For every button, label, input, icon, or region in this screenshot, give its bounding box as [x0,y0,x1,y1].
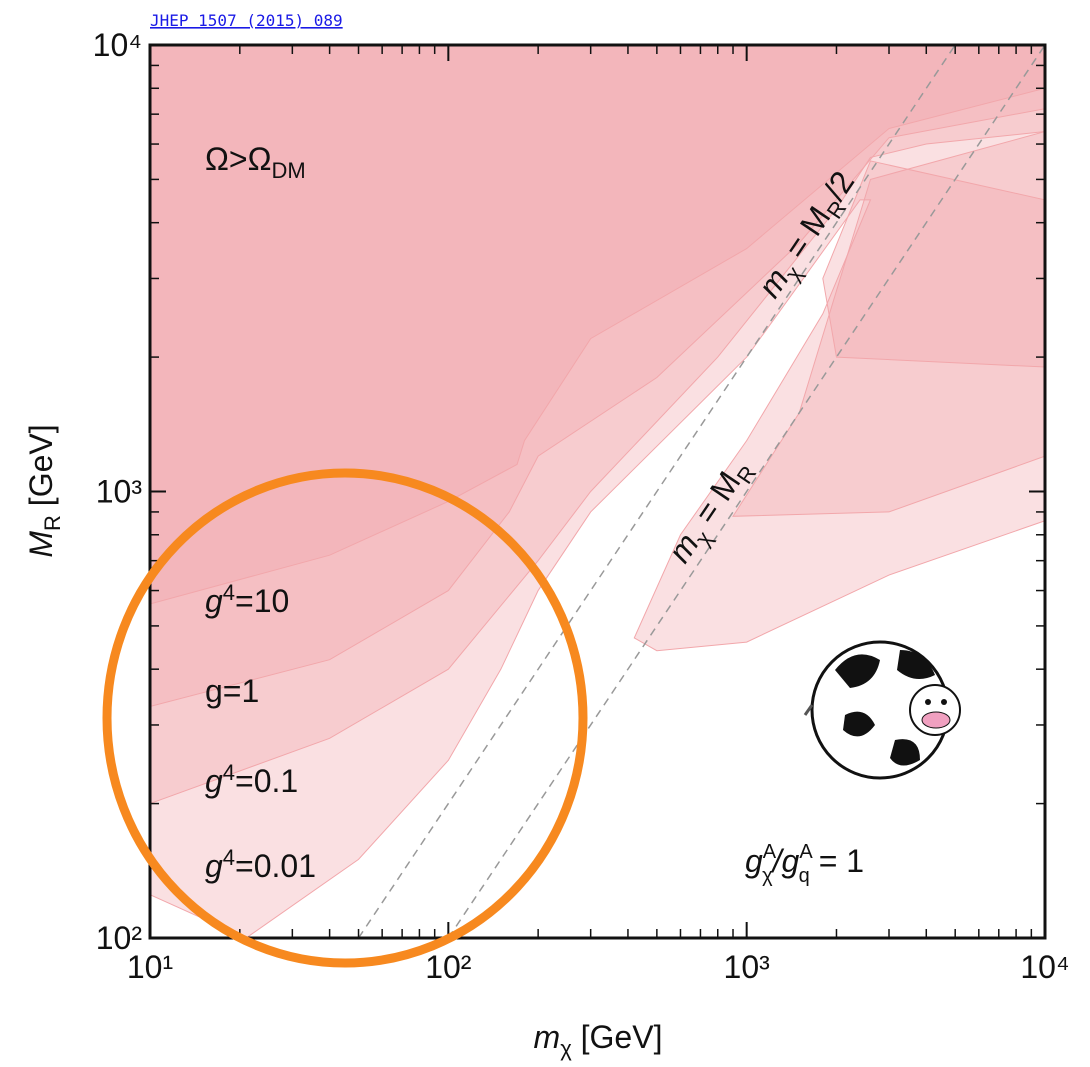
regions [149,44,1046,939]
reference-line [357,44,956,939]
y-axis-label: MR [GeV] [23,424,65,557]
cow-icon [803,640,961,780]
source-link[interactable]: JHEP 1507 (2015) 089 [150,11,343,30]
annotation: Ω>ΩDM [205,141,306,183]
x-axis-label: mχ [GeV] [534,1019,663,1061]
y-tick-label: 10⁴ [93,27,142,63]
y-tick-label: 10³ [96,474,143,510]
annotation: gA χ/gA q = 1 [745,841,864,887]
y-tick-label: 10² [96,920,143,956]
annotation: mχ = MR/2 [751,164,866,307]
reference-lines [357,44,1046,939]
reference-line [447,44,1046,939]
annotation: g=1 [205,673,259,709]
annotation: g4=10 [205,580,289,619]
annotation: g4=0.01 [205,845,316,884]
x-tick-label: 10² [425,949,472,985]
annotation: g4=0.1 [205,760,298,799]
x-tick-label: 10³ [724,949,771,985]
x-tick-label: 10¹ [127,949,173,985]
x-tick-label: 10⁴ [1020,949,1069,985]
contour-region [149,44,1046,939]
highlight-circle [102,468,588,968]
